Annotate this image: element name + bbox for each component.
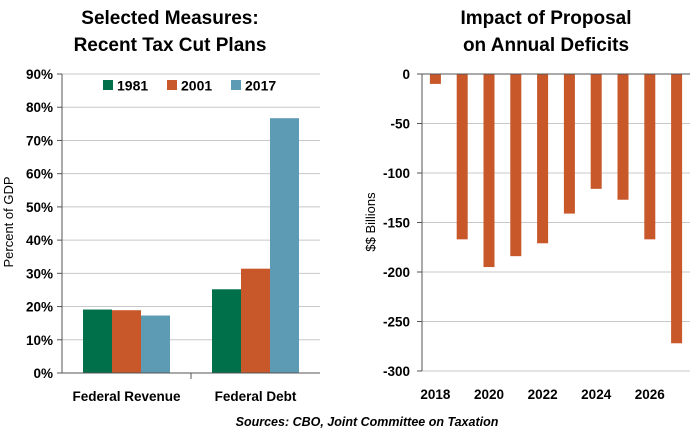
bar-2001-federal-debt — [241, 268, 270, 373]
right-x-ticks: 2018 2020 2022 2024 2026 — [420, 387, 665, 402]
right-x-tick-label: 2018 — [420, 387, 451, 402]
deficit-bar-2026 — [644, 74, 656, 240]
right-y-axis-label: $$ Billions — [363, 192, 378, 252]
right-y-tick-label: -250 — [383, 315, 410, 330]
legend-swatch-2017 — [231, 80, 241, 90]
deficit-bar-2019 — [456, 74, 468, 240]
legend-swatch-1981 — [103, 80, 113, 90]
deficit-bar-2020 — [483, 74, 495, 268]
right-bars — [429, 74, 683, 344]
left-x-tick-label: Federal Revenue — [72, 389, 181, 404]
left-y-tick-label: 10% — [26, 333, 53, 348]
right-chart-title: Impact of Proposal — [460, 8, 631, 29]
right-y-tick-label: -300 — [383, 364, 410, 379]
legend-label-2001: 2001 — [181, 78, 212, 94]
deficit-bar-2022 — [537, 74, 549, 244]
right-x-tick-label: 2024 — [581, 387, 612, 402]
bar-1981-federal-debt — [212, 289, 241, 373]
deficit-bar-2024 — [590, 74, 602, 189]
left-y-tick-label: 80% — [26, 100, 53, 115]
left-y-tick-label: 90% — [26, 67, 53, 82]
bar-2017-federal-debt — [270, 118, 299, 374]
deficit-bar-2027 — [671, 74, 683, 344]
deficit-bar-2023 — [563, 74, 575, 214]
left-y-tick-label: 20% — [26, 300, 53, 315]
left-chart-title: Selected Measures: — [81, 8, 258, 29]
left-y-tick-label: 60% — [26, 167, 53, 182]
right-x-tick-label: 2022 — [528, 387, 558, 402]
deficit-bar-2025 — [617, 74, 629, 200]
right-y-tick-label: -200 — [383, 265, 410, 280]
source-note: Sources: CBO, Joint Committee on Taxatio… — [236, 415, 499, 429]
right-y-tick-label: 0 — [402, 67, 410, 82]
bar-2001-federal-revenue — [112, 310, 141, 373]
left-chart-subtitle: Recent Tax Cut Plans — [74, 35, 267, 56]
legend-label-2017: 2017 — [245, 78, 276, 94]
bar-1981-federal-revenue — [83, 309, 112, 373]
deficit-bar-2021 — [510, 74, 522, 257]
right-y-ticks: 0 -50 -100 -150 -200 -250 -300 — [383, 67, 422, 379]
left-x-tick-label: Federal Debt — [215, 389, 297, 404]
right-y-tick-label: -50 — [390, 117, 410, 132]
right-x-tick-label: 2026 — [635, 387, 666, 402]
left-y-tick-label: 30% — [26, 266, 53, 281]
left-y-tick-label: 50% — [26, 200, 53, 215]
deficit-bar-2018 — [429, 74, 441, 84]
right-x-tick-label: 2020 — [474, 387, 504, 402]
legend-label-1981: 1981 — [117, 78, 148, 94]
right-y-tick-label: -150 — [383, 216, 410, 231]
left-y-tick-label: 40% — [26, 233, 53, 248]
left-y-ticks: 0% 10% 20% 30% 40% 50% 60% 70% 80% 90% — [26, 67, 62, 381]
left-x-ticks: Federal Revenue Federal Debt — [72, 373, 297, 404]
left-y-axis-label: Percent of GDP — [1, 176, 16, 267]
legend-swatch-2001 — [167, 80, 177, 90]
left-gridlines — [62, 73, 320, 341]
right-y-tick-label: -100 — [383, 166, 410, 181]
left-bars — [83, 118, 299, 374]
left-legend: 1981 2001 2017 — [103, 78, 276, 94]
left-y-tick-label: 0% — [33, 366, 53, 381]
bar-2017-federal-revenue — [141, 315, 170, 373]
right-chart-subtitle: on Annual Deficits — [463, 35, 629, 56]
left-y-tick-label: 70% — [26, 133, 53, 148]
